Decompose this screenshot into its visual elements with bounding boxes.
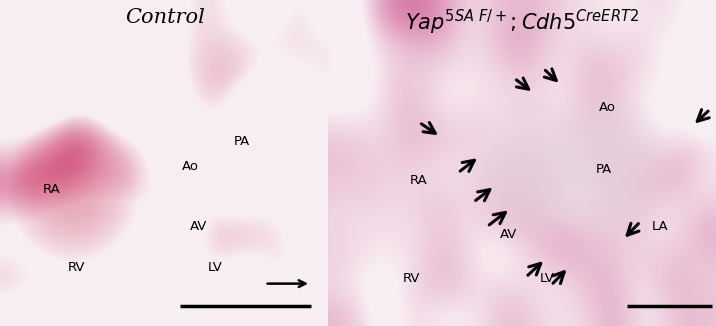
Text: PA: PA xyxy=(595,163,611,176)
Text: Ao: Ao xyxy=(599,101,616,114)
Text: AV: AV xyxy=(190,220,207,233)
Text: RV: RV xyxy=(402,272,420,285)
Text: PA: PA xyxy=(233,135,250,148)
Text: AV: AV xyxy=(500,228,517,241)
Text: LV: LV xyxy=(540,272,555,285)
Text: LA: LA xyxy=(652,220,668,233)
Text: Ao: Ao xyxy=(182,160,199,173)
Text: RA: RA xyxy=(42,183,60,196)
Text: $\mathit{Yap}^{\mathit{5SA\ F/+}}\mathit{;Cdh5}^{\mathit{CreERT2}}$: $\mathit{Yap}^{\mathit{5SA\ F/+}}\mathit… xyxy=(405,8,639,37)
Text: Control: Control xyxy=(125,8,205,27)
Text: LV: LV xyxy=(208,261,223,274)
Text: RV: RV xyxy=(67,261,84,274)
Text: RA: RA xyxy=(410,174,428,187)
